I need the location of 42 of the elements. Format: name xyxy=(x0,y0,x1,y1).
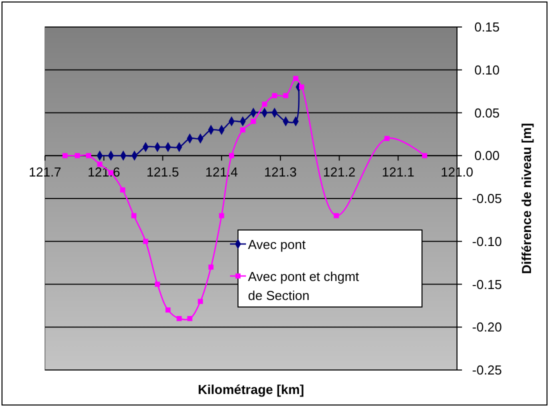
x-tick-label: 121.3 xyxy=(264,164,297,180)
x-tick-label: 121.1 xyxy=(382,164,414,180)
y-tick-label: 0.05 xyxy=(474,105,500,120)
point xyxy=(198,298,203,304)
point xyxy=(176,316,182,322)
x-tick-label: 121.2 xyxy=(323,164,356,180)
point xyxy=(165,307,171,313)
point xyxy=(131,213,136,218)
y-tick-label: -0.20 xyxy=(472,320,502,335)
y-tick-label: 0.00 xyxy=(474,148,500,164)
point xyxy=(299,84,304,90)
point xyxy=(422,153,428,158)
point xyxy=(154,282,160,287)
point xyxy=(62,153,68,158)
point xyxy=(293,76,298,81)
legend-label: Avec pont et chgmt de Section xyxy=(248,269,360,303)
point xyxy=(86,153,92,158)
y-tick-label: -0.05 xyxy=(472,191,502,206)
point xyxy=(272,93,278,98)
point xyxy=(120,187,126,192)
point xyxy=(262,102,268,107)
y-axis-title: Différence de niveau [m] xyxy=(519,123,534,274)
point xyxy=(74,153,80,158)
y-tick-label: 0.15 xyxy=(474,20,500,34)
point xyxy=(334,213,339,218)
y-tick-label: -0.10 xyxy=(472,234,502,249)
point xyxy=(219,213,224,218)
x-tick-label: 121.0 xyxy=(440,164,474,180)
point xyxy=(384,136,390,142)
y-tick-label: -0.25 xyxy=(472,362,502,378)
x-tick-label: 121.5 xyxy=(146,164,179,180)
point xyxy=(229,153,234,158)
point xyxy=(208,264,214,270)
point xyxy=(240,127,246,132)
y-tick-label: 0.10 xyxy=(474,62,500,78)
point xyxy=(143,238,148,244)
point xyxy=(250,118,256,124)
x-axis-title: Kilométrage [km] xyxy=(198,382,304,397)
y-tick-label: -0.15 xyxy=(472,276,502,292)
legend-label: Avec pont xyxy=(248,237,306,252)
point xyxy=(187,316,192,322)
point xyxy=(283,93,288,98)
